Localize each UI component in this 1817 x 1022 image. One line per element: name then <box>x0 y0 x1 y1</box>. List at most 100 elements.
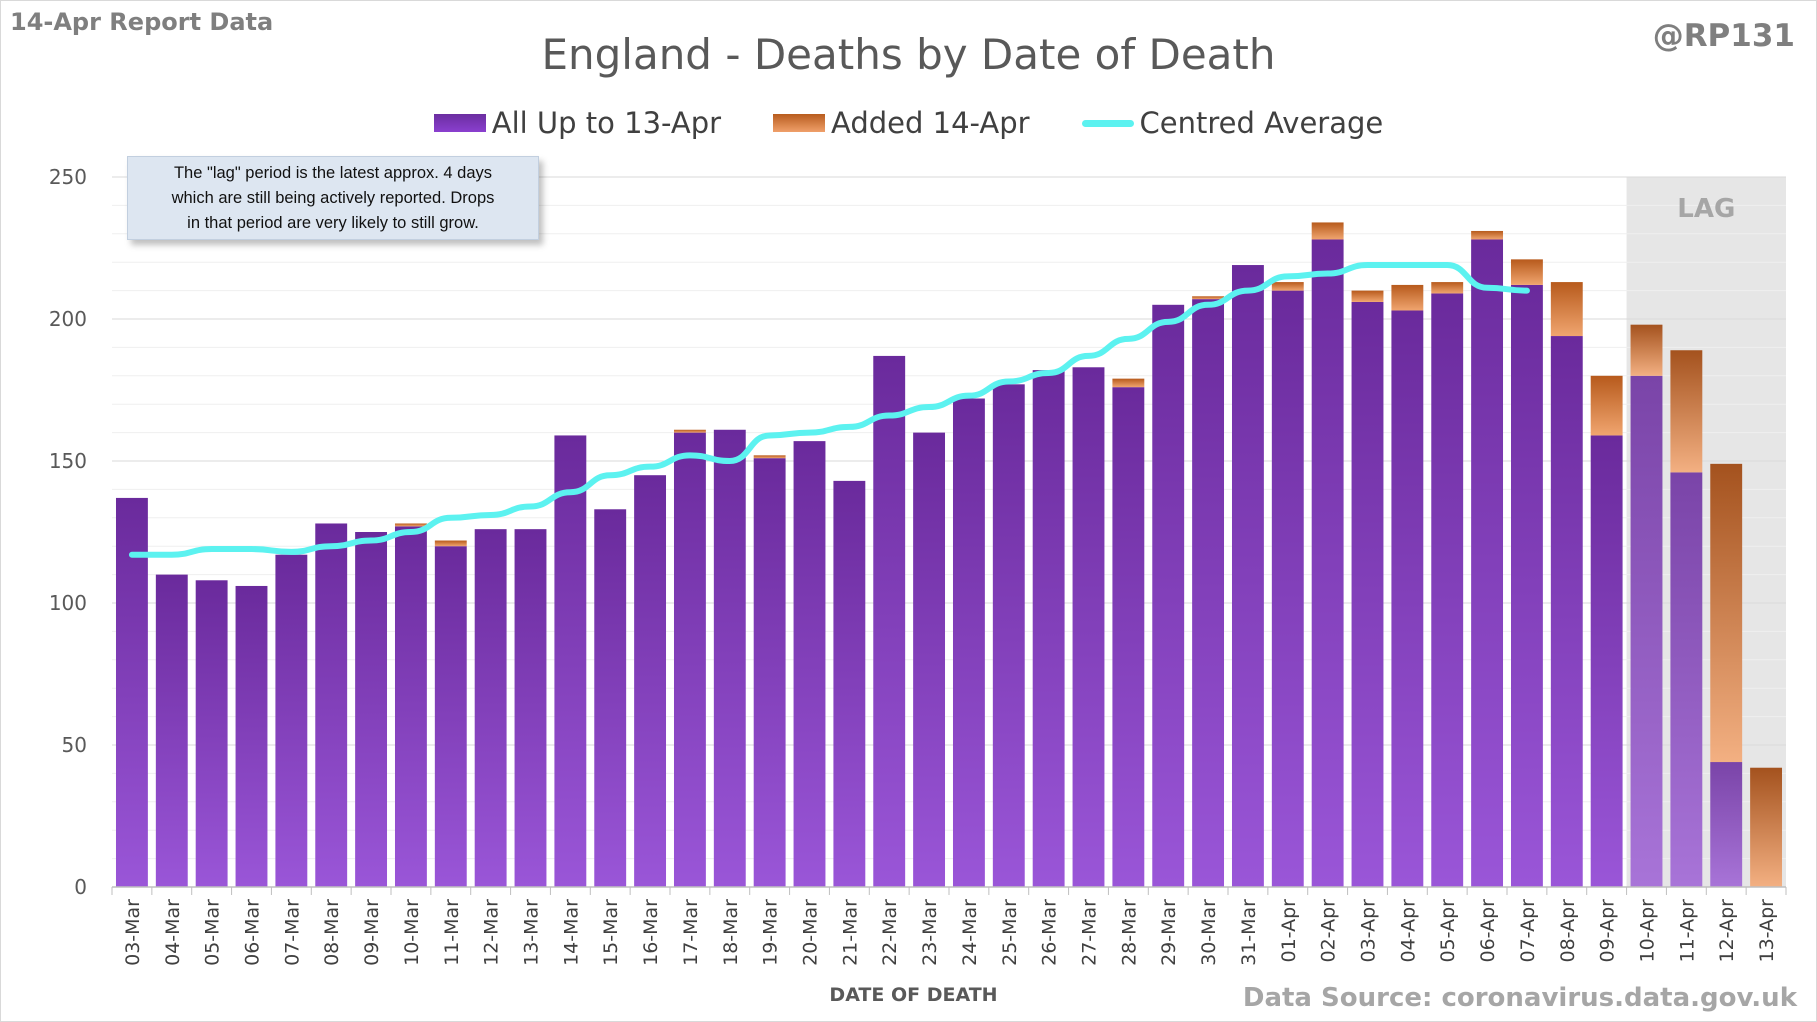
bar-added-17-Mar <box>673 429 706 433</box>
x-tick-label: 14-Mar <box>560 899 582 966</box>
legend-item-average: Centred Average <box>1081 106 1384 140</box>
chart-title: England - Deaths by Date of Death <box>541 30 1276 79</box>
bar-all-08-Apr <box>1550 336 1583 887</box>
bar-all-03-Apr <box>1351 301 1384 888</box>
bar-all-24-Mar <box>952 398 985 887</box>
bar-added-03-Apr <box>1351 290 1384 302</box>
bar-all-04-Apr <box>1391 310 1424 888</box>
bar-added-07-Apr <box>1510 259 1543 285</box>
y-tick-label: 200 <box>49 307 87 331</box>
x-tick-label: 19-Mar <box>760 899 782 966</box>
legend: All Up to 13-Apr Added 14-Apr Centred Av… <box>0 106 1817 140</box>
bar-all-16-Mar <box>634 475 667 887</box>
legend-item-added: Added 14-Apr <box>773 106 1030 140</box>
bar-all-09-Mar <box>355 532 388 887</box>
bar-all-08-Mar <box>315 523 348 887</box>
bar-added-09-Apr <box>1590 375 1623 436</box>
y-tick-label: 100 <box>49 591 87 615</box>
bar-all-11-Apr <box>1670 472 1703 887</box>
lag-note: The "lag" period is the latest approx. 4… <box>127 156 539 240</box>
bar-all-21-Mar <box>833 480 866 887</box>
x-tick-label: 13-Mar <box>521 899 543 966</box>
x-tick-label: 23-Mar <box>919 899 941 966</box>
legend-swatch-purple <box>433 114 486 132</box>
x-tick-label: 10-Apr <box>1637 899 1659 963</box>
note-line: in that period are very likely to still … <box>187 214 479 232</box>
x-tick-label: 01-Apr <box>1278 899 1300 963</box>
bar-all-17-Mar <box>673 432 706 887</box>
x-tick-label: 31-Mar <box>1238 899 1260 966</box>
x-tick-label: 20-Mar <box>800 899 822 966</box>
bar-all-18-Mar <box>713 429 746 887</box>
y-tick-label: 50 <box>62 733 87 757</box>
bar-added-30-Mar <box>1192 296 1225 300</box>
axes: 0 50 100 150 200 250 03-Mar 04-Mar 05-Mar 06-Mar 0… <box>49 165 1787 966</box>
x-tick-label: 03-Apr <box>1358 899 1380 963</box>
bar-added-11-Apr <box>1670 350 1703 473</box>
bar-all-02-Apr <box>1311 239 1344 888</box>
y-tick-label: 250 <box>49 165 87 189</box>
x-tick-label: 29-Mar <box>1158 899 1180 966</box>
x-tick-label: 09-Apr <box>1597 899 1619 963</box>
bar-added-08-Apr <box>1550 282 1583 337</box>
x-tick-label: 11-Mar <box>441 899 463 966</box>
bar-all-01-Apr <box>1271 290 1304 888</box>
bar-all-22-Mar <box>873 355 906 887</box>
x-tick-label: 05-Mar <box>202 899 224 966</box>
bar-all-07-Mar <box>275 554 308 887</box>
legend-item-all: All Up to 13-Apr <box>433 106 721 140</box>
x-tick-label: 02-Apr <box>1318 899 1340 963</box>
x-tick-label: 06-Apr <box>1477 899 1499 963</box>
bar-added-02-Apr <box>1311 222 1344 240</box>
note-line: The "lag" period is the latest approx. 4… <box>173 164 493 182</box>
x-tick-label: 18-Mar <box>720 899 742 966</box>
bar-added-01-Apr <box>1271 282 1304 291</box>
bar-all-05-Apr <box>1431 293 1464 887</box>
bar-all-04-Mar <box>155 574 188 887</box>
x-tick-label: 13-Apr <box>1756 899 1778 963</box>
bar-all-10-Mar <box>394 526 427 887</box>
bar-all-28-Mar <box>1112 387 1145 887</box>
x-tick-label: 12-Mar <box>481 899 503 966</box>
average-line-path <box>128 262 1530 558</box>
bar-all-12-Mar <box>474 529 507 887</box>
x-tick-label: 15-Mar <box>600 899 622 966</box>
note-line: which are still being actively reported.… <box>171 189 495 207</box>
x-tick-label: 04-Mar <box>162 899 184 966</box>
bar-added-12-Apr <box>1710 463 1743 763</box>
x-tick-label: 16-Mar <box>640 899 662 966</box>
x-tick-label: 22-Mar <box>879 899 901 966</box>
bar-added-10-Apr <box>1630 324 1663 376</box>
x-tick-label: 30-Mar <box>1198 899 1220 966</box>
bar-all-13-Mar <box>514 529 547 887</box>
x-tick-label: 04-Apr <box>1397 899 1419 963</box>
bar-all-06-Apr <box>1471 239 1504 888</box>
x-tick-label: 08-Apr <box>1557 899 1579 963</box>
report-date-label: 14-Apr Report Data <box>10 8 274 36</box>
bars <box>115 222 1783 888</box>
lag-label: LAG <box>1677 194 1735 224</box>
x-tick-label: 03-Mar <box>122 899 144 966</box>
bar-all-05-Mar <box>195 580 228 887</box>
legend-label-added: Added 14-Apr <box>831 106 1030 140</box>
bar-all-31-Mar <box>1231 265 1264 887</box>
x-tick-label: 09-Mar <box>361 899 383 966</box>
x-tick-label: 28-Mar <box>1118 899 1140 966</box>
bar-all-15-Mar <box>594 509 627 887</box>
x-tick-label: 06-Mar <box>242 899 264 966</box>
x-tick-label: 21-Mar <box>839 899 861 966</box>
legend-label-average: Centred Average <box>1139 106 1384 140</box>
data-source-label: Data Source: coronavirus.data.gov.uk <box>1242 983 1797 1013</box>
bar-all-09-Apr <box>1590 435 1623 887</box>
x-tick-label: 24-Mar <box>959 899 981 966</box>
x-tick-label: 10-Mar <box>401 899 423 966</box>
legend-swatch-orange <box>773 114 826 132</box>
bar-all-10-Apr <box>1630 375 1663 887</box>
average-line <box>128 262 1530 558</box>
bar-all-29-Mar <box>1152 304 1185 887</box>
bar-all-19-Mar <box>753 458 786 887</box>
x-tick-label: 11-Apr <box>1676 899 1698 963</box>
bar-all-06-Mar <box>235 585 268 887</box>
bar-all-25-Mar <box>992 384 1025 887</box>
